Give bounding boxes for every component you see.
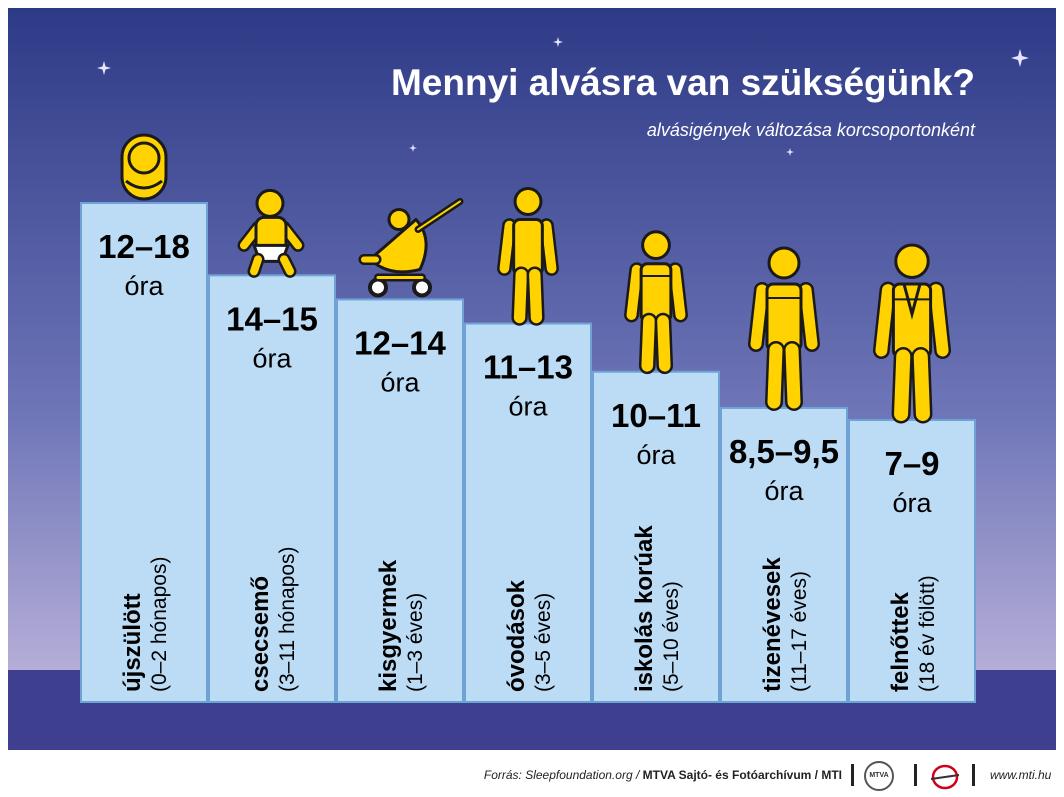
category-name: tizenévesek [759,557,786,692]
category-age: (1–3 éves) [404,593,427,692]
bar-group: 8,5–9,5 óra tizenévesek (11–17 éves) [720,246,848,703]
category-name: felnőttek [887,591,914,692]
category-name: csecsemő [247,576,274,692]
adult-icon [872,243,952,424]
sleep-chart: Mennyi alvásra van szükségünk? alvásigén… [8,8,1056,750]
range-label: 7–9 [884,445,939,482]
category-age: (3–5 éves) [532,593,555,692]
divider [914,764,917,786]
category-age: (11–17 éves) [788,571,811,692]
range-label: 12–14 [354,324,446,361]
unit-label: óra [124,271,164,301]
category-age: (5–10 éves) [660,581,683,692]
chart-title: Mennyi alvásra van szükségünk? [391,62,975,103]
unit-label: óra [508,392,548,422]
bar [720,406,848,703]
star-icon [1011,49,1029,67]
category-age: (18 év fölött) [916,575,939,692]
bar [208,274,336,703]
mti-logo-icon [930,764,960,790]
range-label: 8,5–9,5 [729,433,839,470]
category-label: iskolás korúak (5–10 éves) [631,525,683,692]
category-label: újszülött (0–2 hónapos) [119,557,171,692]
bar-group: 7–9 óra felnőttek (18 év fölött) [848,243,976,703]
bar-group: 10–11 óra iskolás korúak (5–10 éves) [592,230,720,703]
divider [972,764,975,786]
stroller-icon [358,197,464,298]
range-label: 11–13 [483,349,573,386]
swaddled-baby-icon [120,133,168,201]
star-icon [409,144,417,152]
category-name: óvodások [503,579,530,692]
unit-label: óra [764,476,804,506]
footer: Forrás: Sleepfoundation.org / MTVA Sajtó… [0,756,1064,797]
category-label: óvodások (3–5 éves) [503,579,555,692]
star-icon [97,61,111,75]
unit-label: óra [636,440,676,470]
chart-subtitle: alvásigények változása korcsoportonként [647,120,976,140]
schoolchild-icon [624,230,688,375]
category-label: kisgyermek (1–3 éves) [375,559,427,692]
range-label: 10–11 [611,397,701,434]
category-name: iskolás korúak [631,525,658,692]
mtva-logo: MTVA [864,761,894,791]
category-name: újszülött [119,593,146,692]
bar [464,322,592,703]
divider [851,764,854,786]
bar-group: 14–15 óra csecsemő (3–11 hónapos) [208,188,336,703]
category-label: felnőttek (18 év fölött) [887,575,939,692]
unit-label: óra [380,367,420,397]
bar [592,370,720,703]
unit-label: óra [892,488,932,518]
unit-label: óra [252,343,292,373]
teenager-icon [748,246,820,411]
star-icon [837,82,843,88]
bar-group: 12–18 óra újszülött (0–2 hónapos) [80,133,208,703]
bar [848,419,976,703]
bar-group: 11–13 óra óvodások (3–5 éves) [464,187,592,703]
bar [336,298,464,703]
source-credit: Forrás: Sleepfoundation.org / MTVA Sajtó… [484,768,842,782]
star-icon [553,37,563,47]
category-label: tizenévesek (11–17 éves) [759,557,811,692]
range-label: 12–18 [98,228,190,265]
bar-group: 12–14 óra kisgyermek (1–3 éves) [336,197,464,703]
source-bold: MTVA Sajtó- és Fotóarchívum / MTI [642,768,842,782]
category-name: kisgyermek [375,559,402,692]
category-label: csecsemő (3–11 hónapos) [247,546,299,692]
sitting-baby-icon [237,188,305,278]
bar [80,202,208,703]
range-label: 14–15 [226,300,318,337]
source-prefix: Forrás: Sleepfoundation.org / [483,768,640,782]
website-link[interactable]: www.mti.hu [990,768,1052,782]
category-age: (0–2 hónapos) [148,557,171,692]
preschooler-icon [497,187,559,326]
star-icon [786,148,794,156]
category-age: (3–11 hónapos) [276,546,299,692]
